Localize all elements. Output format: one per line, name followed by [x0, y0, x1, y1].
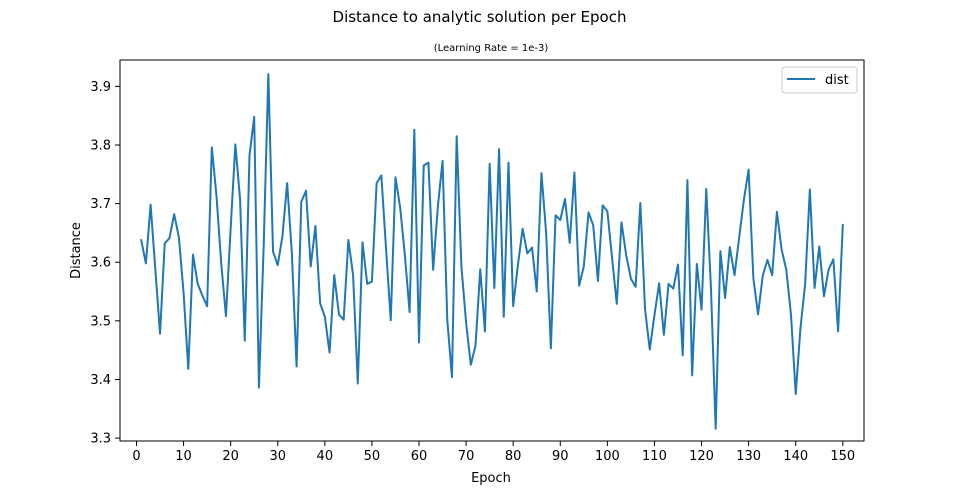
plot-area [119, 59, 865, 442]
x-tick-label: 140 [783, 449, 808, 464]
x-tick-label: 10 [175, 449, 192, 464]
y-tick-label: 3.3 [90, 432, 111, 447]
chart-subtitle: (Learning Rate = 1e-3) [434, 43, 549, 54]
y-axis-label: Distance [69, 222, 84, 279]
legend-box [781, 66, 858, 94]
x-tick-label: 150 [830, 449, 855, 464]
x-tick-label: 40 [317, 449, 334, 464]
x-tick-label: 20 [222, 449, 239, 464]
y-tick-label: 3.4 [90, 373, 111, 388]
x-tick-label: 80 [505, 449, 522, 464]
x-tick-label: 100 [595, 449, 620, 464]
plot-frame [119, 59, 865, 442]
x-tick-label: 130 [736, 449, 761, 464]
y-tick-label: 3.9 [90, 80, 111, 95]
y-tick-label: 3.6 [90, 256, 111, 271]
y-tick-label: 3.5 [90, 314, 111, 329]
x-tick-label: 70 [458, 449, 475, 464]
x-tick-label: 30 [269, 449, 286, 464]
series-group [140, 73, 844, 430]
x-tick-label: 50 [364, 449, 381, 464]
y-tick-label: 3.7 [90, 197, 111, 212]
x-axis-label: Epoch [471, 471, 511, 486]
legend: dist [781, 66, 858, 94]
x-axis: 0 10 20 30 40 50 60 70 80 90 100 110 120 130 140 150 [132, 441, 855, 464]
x-tick-label: 110 [642, 449, 667, 464]
y-tick-label: 3.8 [90, 138, 111, 153]
x-tick-label: 60 [411, 449, 428, 464]
series-line-dist [140, 73, 844, 430]
y-axis: 3.3 3.4 3.5 3.6 3.7 3.8 3.9 [90, 80, 120, 447]
x-tick-label: 0 [132, 449, 140, 464]
chart-title: Distance to analytic solution per Epoch [333, 8, 627, 26]
legend-label-dist: dist [825, 73, 849, 88]
x-tick-label: 120 [689, 449, 714, 464]
x-tick-label: 90 [552, 449, 569, 464]
